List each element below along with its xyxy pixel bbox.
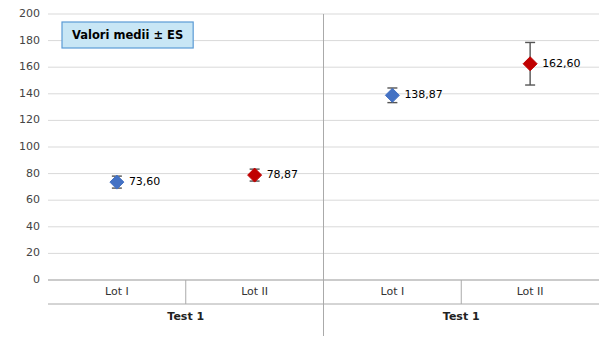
y-tick-label: 40: [26, 220, 40, 233]
marker: [523, 57, 537, 71]
y-tick-label: 0: [33, 273, 40, 286]
x-tick-label: Lot II: [517, 285, 544, 298]
marks: [110, 42, 537, 189]
y-tick-label: 80: [26, 167, 40, 180]
group-divider: [323, 14, 324, 336]
marker: [248, 168, 262, 182]
y-tick-label: 120: [19, 113, 40, 126]
category-divider: [185, 280, 186, 304]
annotation-text: Valori medii ± ES: [72, 28, 183, 42]
x-tick-label: Lot II: [241, 285, 268, 298]
y-tick-label: 140: [19, 87, 40, 100]
chart-container: 020406080100120140160180200Lot ILot IILo…: [0, 0, 615, 342]
y-tick-label: 160: [19, 60, 40, 73]
marker: [110, 175, 124, 189]
group-label: Test 1: [443, 310, 480, 323]
marker: [385, 88, 399, 102]
group-label: Test 1: [167, 310, 204, 323]
annotation-box: [62, 22, 193, 48]
data-label: 73,60: [129, 175, 161, 188]
data-label: 162,60: [542, 57, 581, 70]
data-label: 78,87: [267, 168, 299, 181]
data-label: 138,87: [404, 88, 443, 101]
annotation: Valori medii ± ES: [62, 22, 193, 48]
category-divider: [461, 280, 462, 304]
x-axis: Lot I Lot II Lot I Lot II Test 1 Test 1: [48, 14, 599, 336]
y-tick-label: 20: [26, 246, 40, 259]
y-tick-label: 200: [19, 7, 40, 20]
y-tick-label: 60: [26, 193, 40, 206]
data-labels: 73,60 78,87 138,87 162,60: [129, 57, 581, 188]
y-tick-label: 100: [19, 140, 40, 153]
x-tick-label: Lot I: [381, 285, 405, 298]
x-tick-label: Lot I: [105, 285, 129, 298]
chart: 020406080100120140160180200Lot ILot IILo…: [0, 0, 615, 342]
grid: 0 20 40 60 80 100 120 140 160 180 200: [19, 7, 599, 286]
y-tick-label: 180: [19, 34, 40, 47]
